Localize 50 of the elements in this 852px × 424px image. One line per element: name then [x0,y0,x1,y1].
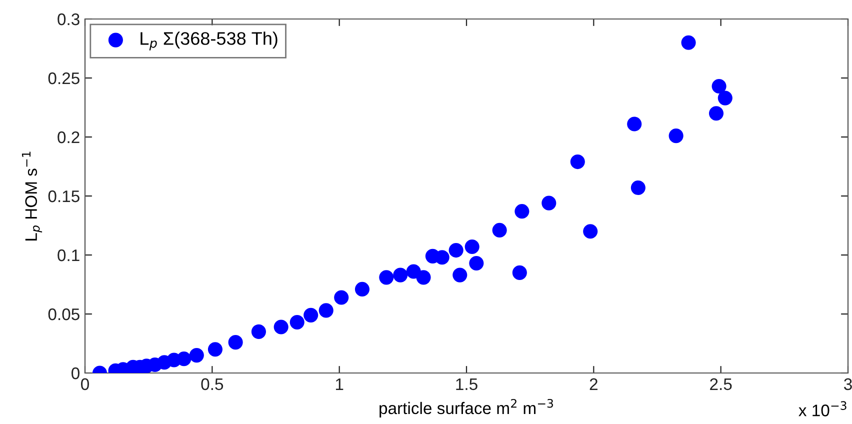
point [570,154,585,170]
y-tick-label: 0.3 [58,13,80,26]
point [176,352,192,366]
point [452,268,468,282]
point [416,270,431,285]
point [334,290,349,305]
point [448,242,464,258]
point [542,196,556,210]
y-tick-label: 0 [72,367,80,380]
point [630,180,646,196]
point [208,342,222,357]
point [512,265,527,280]
point [627,116,642,132]
y-tick-label: 0.2 [58,131,80,144]
y-axis-title: L$_{p}$ HOM s$^{−1}$ [22,152,42,240]
point [681,35,696,50]
y-tick-label: 0.1 [58,249,80,262]
point [189,348,204,363]
point [492,222,507,238]
text: x 10$^{−3}$ [798,401,846,416]
x-tick-label: 0 [81,378,89,390]
point [318,303,334,318]
point [393,268,408,282]
point [708,106,724,121]
point [379,270,394,285]
point [354,282,370,297]
point [514,204,530,219]
x-tick-label: 2.5 [710,378,732,390]
x-tick-label: 2 [590,378,598,390]
point [718,90,732,106]
point [469,256,484,271]
x-tick-label: 1.5 [456,378,478,390]
point [290,314,304,330]
y-tick-label: 0.05 [48,308,80,320]
point [228,335,243,350]
point [274,320,288,334]
point [464,239,480,254]
x-axis-title: particle surface m$^{2}$ m$^{−3}$ [380,398,553,418]
y-tick-label: 0.15 [48,190,80,202]
point [434,250,450,265]
x-tick-label: 0.5 [201,378,224,390]
point [583,224,598,239]
x-tick-label: 1 [336,378,344,390]
point [251,324,266,339]
y-tick-label: 0.25 [48,72,80,84]
legend-label: L$_{p}$ Σ(368-538 Th) [140,32,278,50]
point [304,308,318,322]
point [712,78,726,94]
point [668,128,684,144]
x-tick-label: 3 [844,378,852,390]
